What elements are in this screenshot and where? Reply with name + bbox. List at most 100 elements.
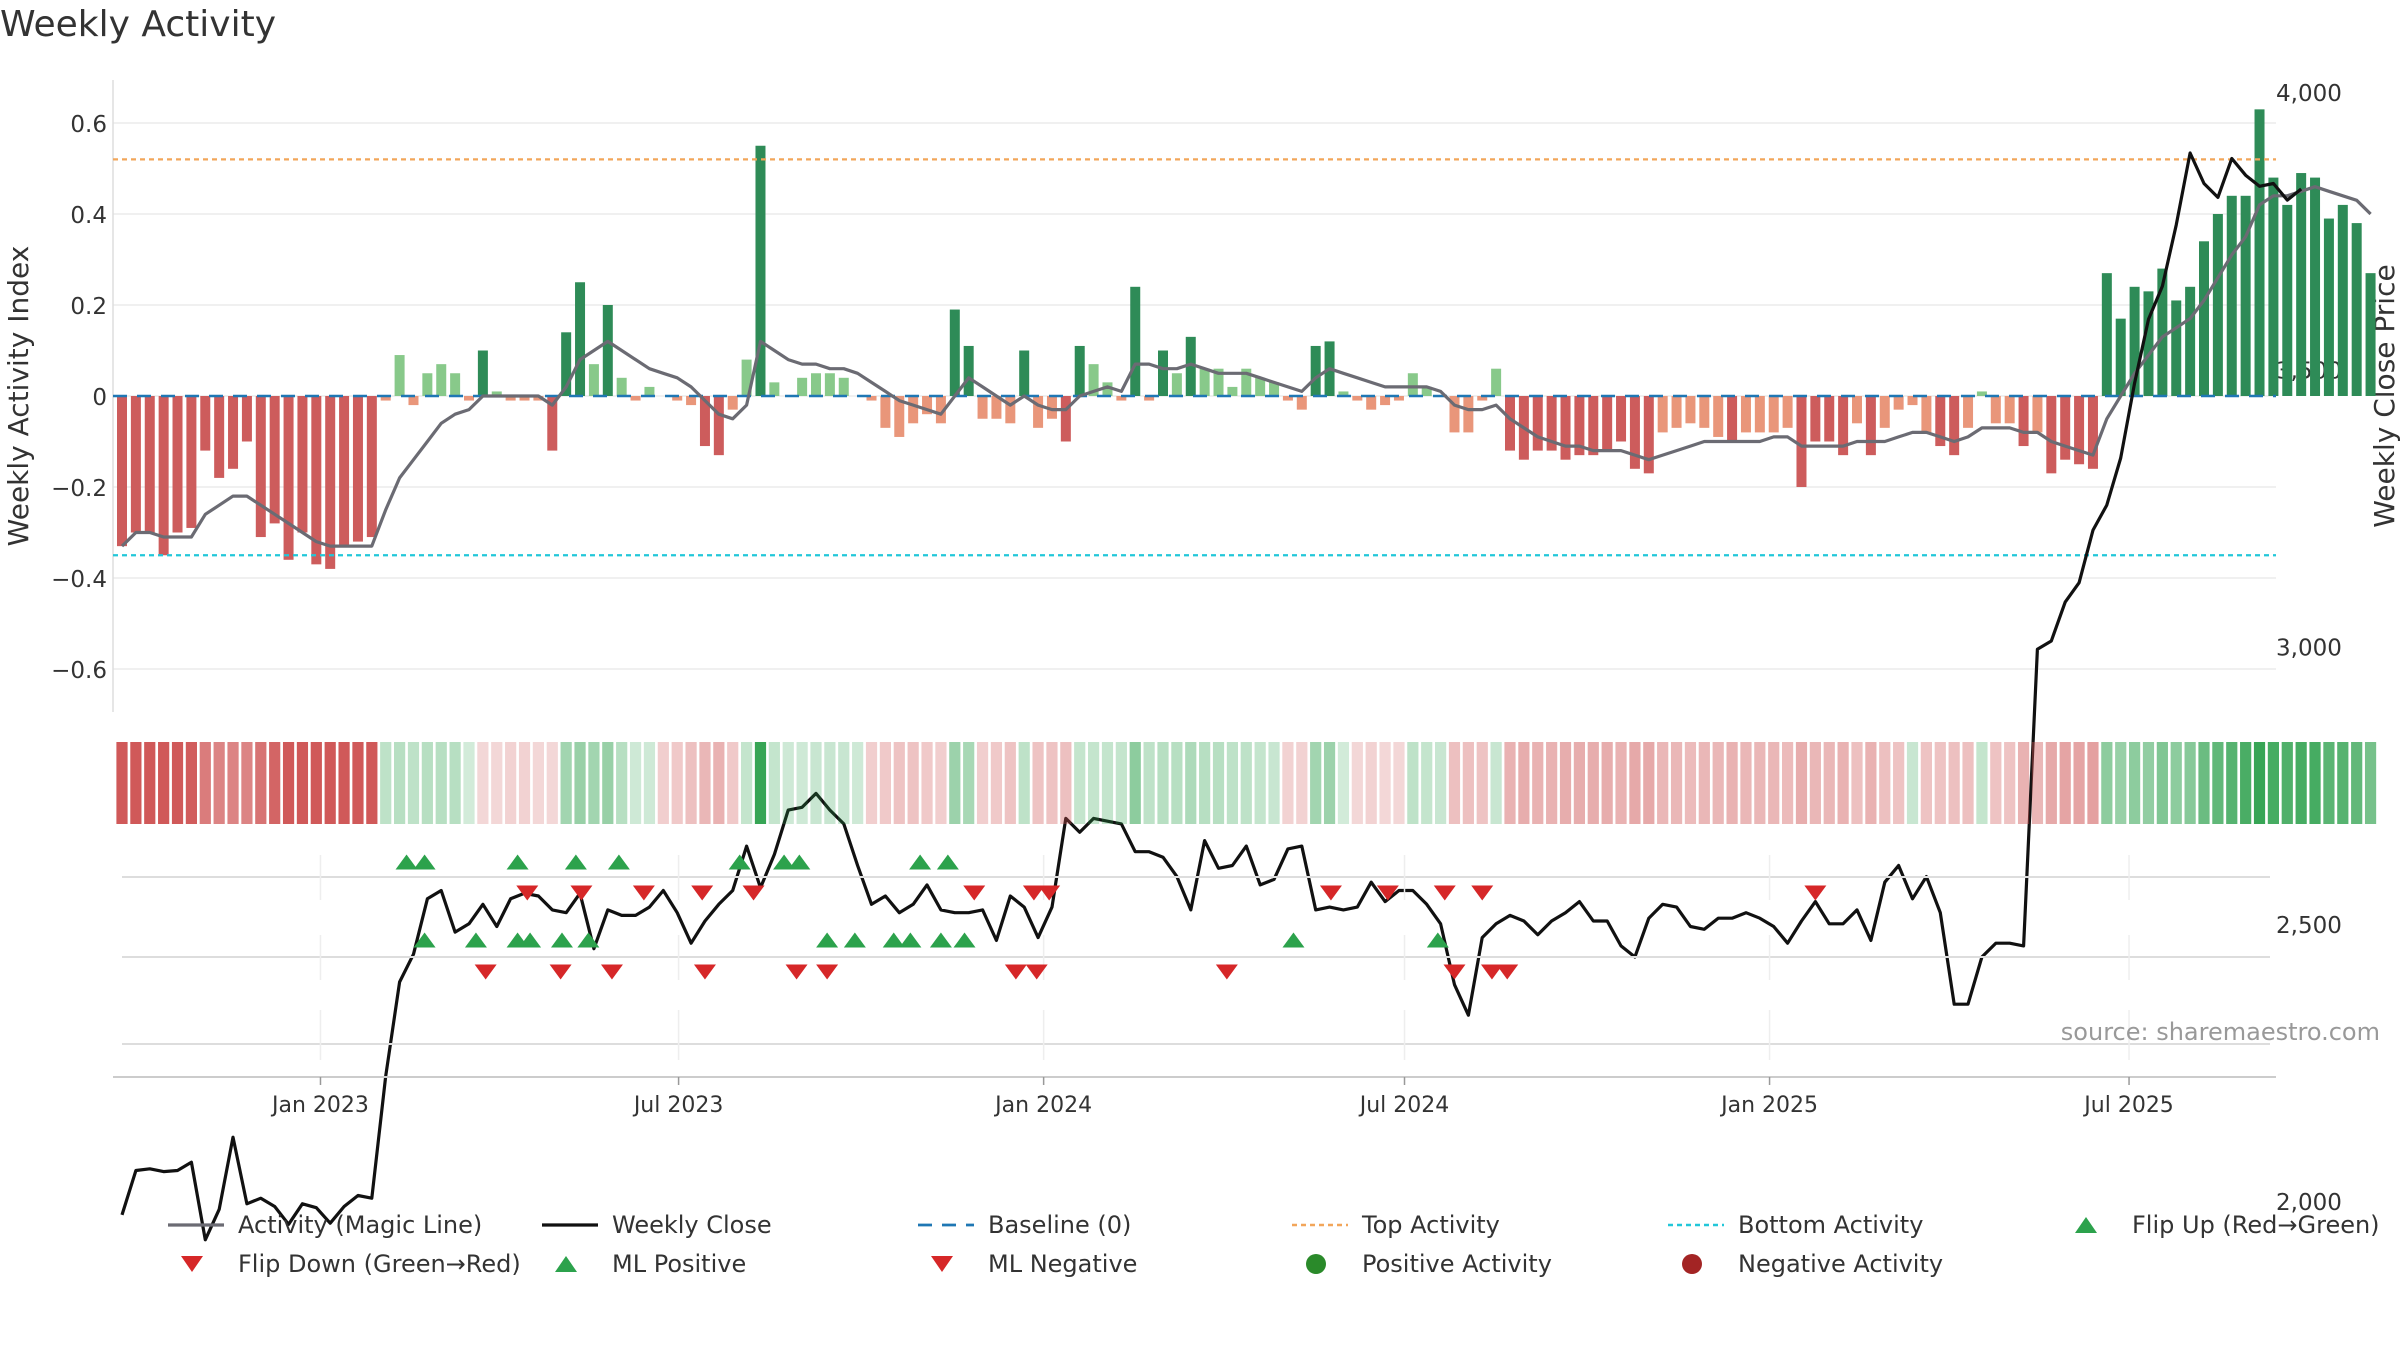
heat-cell	[1504, 742, 1516, 824]
heat-cell	[1323, 742, 1336, 824]
heat-cell	[1823, 742, 1835, 824]
heat-cell	[1879, 742, 1891, 824]
legend-item: Flip Down (Green→Red)	[181, 1250, 521, 1278]
activity-bar	[1546, 396, 1557, 451]
heat-cell	[435, 742, 447, 824]
y2-tick-label: 2,500	[2276, 913, 2342, 939]
heat-cell	[1754, 742, 1766, 824]
activity-bar	[1560, 396, 1571, 460]
flip-up-marker	[607, 854, 630, 870]
ml-negative-marker	[1443, 964, 1466, 980]
heat-cell	[199, 742, 211, 824]
activity-bar	[408, 396, 419, 406]
activity-bar	[1241, 368, 1252, 396]
y2-tick-label: 2,000	[2276, 1190, 2342, 1216]
heat-cell	[1268, 742, 1280, 824]
flip-down-marker	[1038, 885, 1061, 901]
heat-cell	[990, 742, 1003, 824]
heat-cell	[629, 742, 642, 824]
heat-cell	[2226, 742, 2238, 824]
heat-cell	[1629, 742, 1641, 824]
heat-cell	[2184, 742, 2196, 824]
activity-bar	[2171, 300, 2182, 396]
heat-cell	[1310, 742, 1322, 824]
legend-item: Negative Activity	[1682, 1250, 1943, 1278]
activity-bar	[491, 391, 502, 396]
legend-item: Positive Activity	[1306, 1250, 1552, 1278]
heat-cell	[1171, 742, 1183, 824]
heat-cell	[852, 742, 864, 824]
heat-cell	[782, 742, 794, 824]
activity-bar	[713, 396, 724, 456]
activity-bar	[436, 364, 447, 396]
activity-bar	[1574, 396, 1585, 456]
legend-swatch-circle	[1306, 1254, 1326, 1274]
heat-cell	[1712, 742, 1724, 824]
flip-up-marker	[788, 854, 811, 870]
activity-bar	[1713, 396, 1724, 437]
activity-bar	[311, 396, 322, 565]
activity-bar	[2268, 177, 2279, 396]
activity-bar	[2212, 214, 2223, 396]
ml-negative-marker	[1480, 964, 1503, 980]
heat-cell	[213, 742, 225, 824]
heat-cell	[2087, 742, 2099, 824]
activity-bar	[811, 373, 821, 396]
legend-item: Weekly Close	[542, 1211, 772, 1239]
heat-cell	[449, 742, 461, 824]
heat-cell	[2129, 742, 2141, 824]
activity-bar	[214, 396, 225, 478]
activity-bar	[1269, 382, 1280, 396]
ml-negative-marker	[474, 964, 497, 980]
heat-cell	[1004, 742, 1016, 824]
legend-label: ML Positive	[612, 1250, 746, 1278]
activity-bar	[824, 373, 835, 396]
ml-positive-marker	[899, 932, 922, 948]
ml-negative-marker	[549, 964, 572, 980]
heat-cell	[1088, 742, 1100, 824]
y-axis-title: Weekly Activity Index	[2, 246, 35, 547]
ml-negative-marker	[816, 964, 839, 980]
activity-bar	[602, 305, 613, 396]
activity-bar	[1921, 396, 1932, 433]
heat-cell	[1726, 742, 1738, 824]
heat-cell	[2073, 742, 2085, 824]
heat-cell	[2045, 742, 2057, 824]
heat-cell	[2309, 742, 2321, 824]
legend-item: Activity (Magic Line)	[168, 1211, 482, 1239]
y-tick-label: 0.2	[70, 294, 107, 320]
heat-cell	[1379, 742, 1391, 824]
activity-bar	[366, 396, 377, 538]
activity-bar	[1699, 396, 1710, 428]
activity-bar	[922, 396, 933, 415]
heat-cell	[1920, 742, 1932, 824]
activity-bar	[1213, 368, 1224, 396]
activity-bar	[2185, 286, 2196, 396]
activity-bar	[519, 396, 530, 401]
heat-cell	[2212, 742, 2224, 824]
activity-bar	[1810, 396, 1821, 442]
heat-cell	[2351, 742, 2363, 824]
legend-item: Flip Up (Red→Green)	[2075, 1211, 2380, 1239]
heat-cell	[2101, 742, 2113, 824]
heat-cell	[463, 742, 475, 824]
activity-bar	[2004, 396, 2015, 424]
legend-label: Flip Up (Red→Green)	[2132, 1211, 2380, 1239]
legend-swatch-down-icon	[181, 1256, 203, 1272]
activity-bar	[2046, 396, 2057, 474]
ml-positive-marker	[464, 932, 487, 948]
activity-bar	[1366, 396, 1377, 410]
ml-positive-marker	[816, 932, 839, 948]
flip-up-marker	[413, 854, 436, 870]
heat-cell	[963, 742, 975, 824]
heat-cell	[1559, 742, 1572, 824]
heat-cell	[407, 742, 420, 824]
ml-negative-marker	[1215, 964, 1238, 980]
activity-bar	[477, 350, 488, 396]
heat-cell	[394, 742, 406, 824]
activity-bar	[1393, 396, 1404, 401]
activity-bar	[2129, 286, 2140, 396]
activity-bar	[2282, 204, 2293, 396]
heat-cell	[2004, 742, 2016, 824]
